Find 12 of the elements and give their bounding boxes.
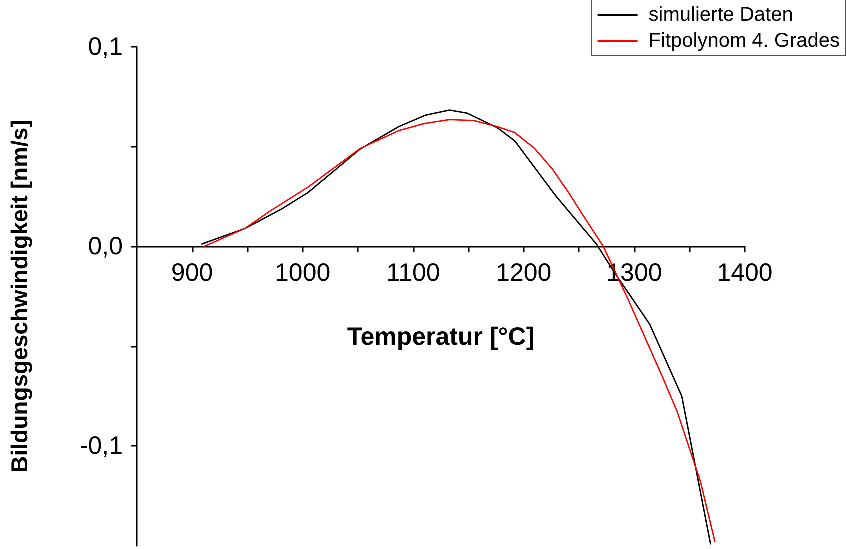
y-tick-label: 0,0 <box>88 232 123 261</box>
legend-label: Fitpolynom 4. Grades <box>648 30 840 52</box>
x-tick-label: 900 <box>171 259 214 288</box>
legend-label: simulierte Daten <box>648 4 794 26</box>
x-tick-label: 1100 <box>386 259 440 288</box>
y-tick-label: -0,1 <box>80 432 123 460</box>
x-tick-label: 1400 <box>717 259 773 288</box>
y-tick-label: 0,1 <box>88 33 123 61</box>
x-tick-label: 1000 <box>275 259 331 288</box>
y-axis-title: Bildungsgeschwindigkeit [nm/s] <box>6 120 32 473</box>
x-axis-title: Temperatur [°C] <box>347 323 535 352</box>
x-tick-label: 1200 <box>496 259 552 288</box>
